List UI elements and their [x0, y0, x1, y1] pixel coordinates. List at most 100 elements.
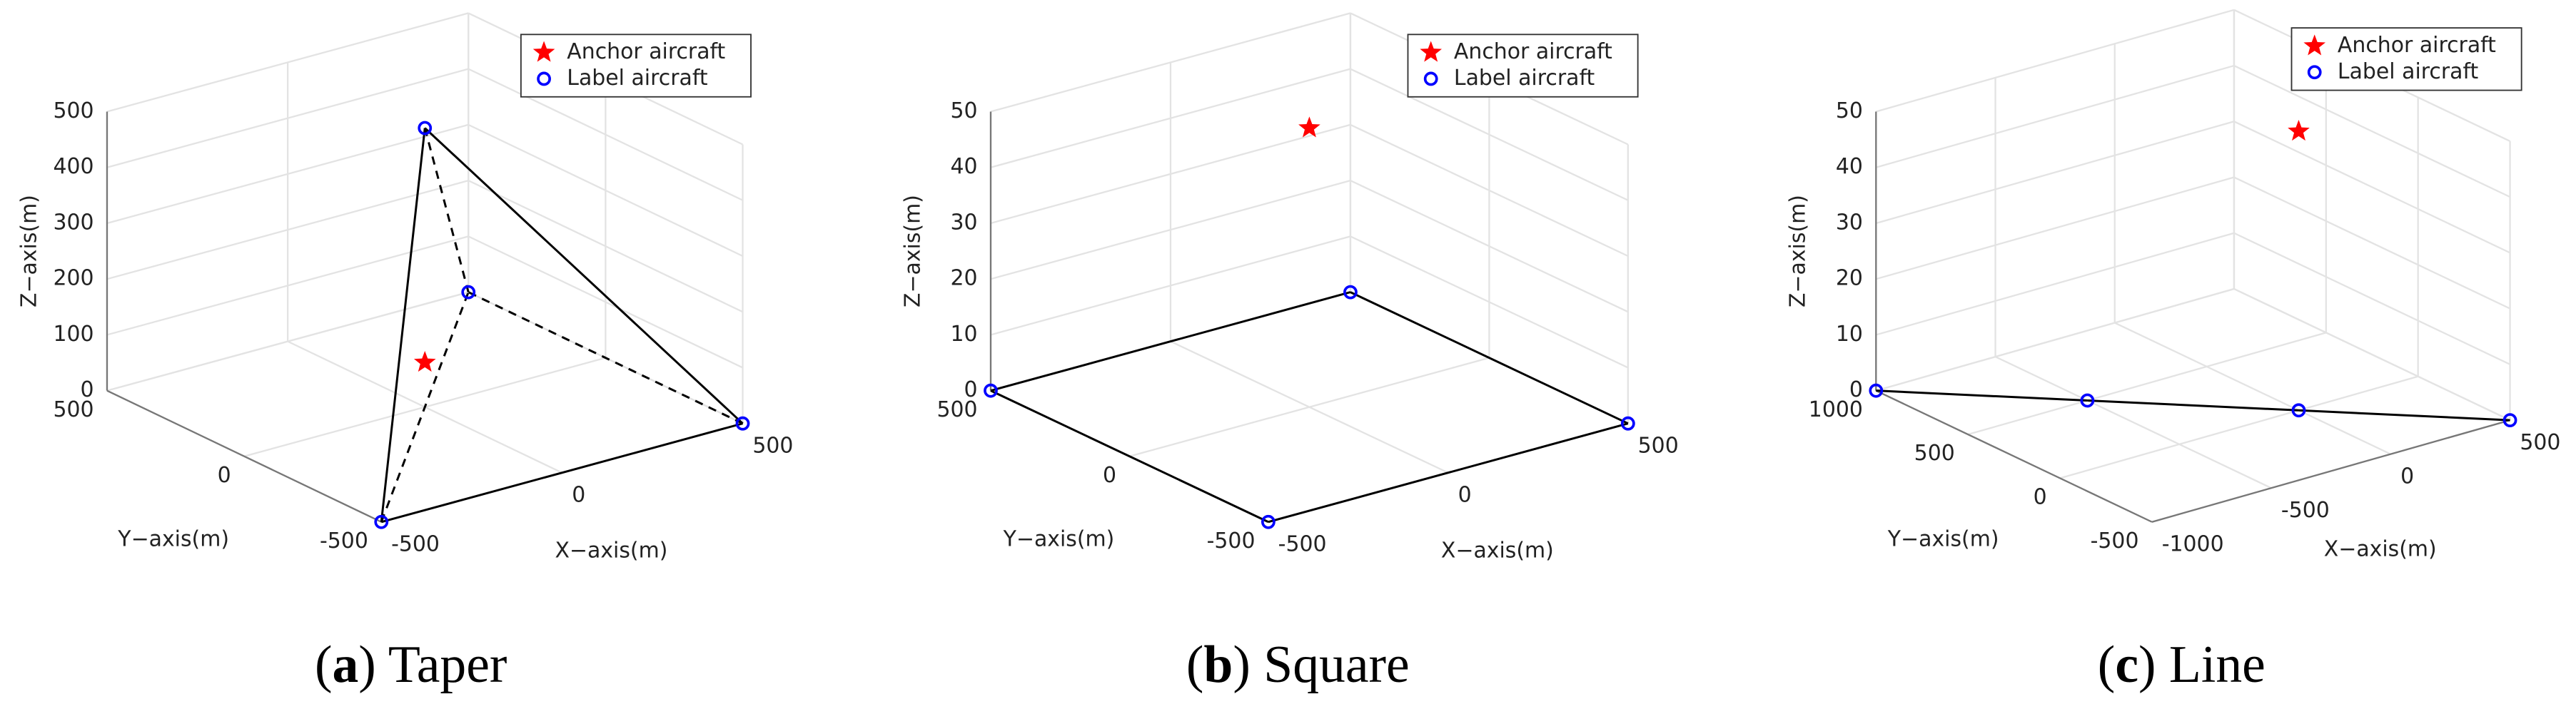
edge — [380, 292, 470, 523]
z-axis-label: Z−axis(m) — [900, 195, 925, 307]
caption-part: b — [1203, 635, 1233, 693]
grid-line — [1967, 332, 2327, 436]
grid-line — [1875, 9, 2235, 113]
edge — [424, 127, 744, 424]
caption-part: ) Taper — [358, 635, 507, 693]
circle-marker — [2291, 403, 2306, 418]
edge — [2087, 399, 2299, 412]
z-tick-label: 300 — [53, 210, 94, 235]
x-axis — [2151, 419, 2510, 523]
z-tick-label: 0 — [81, 377, 94, 402]
circle-marker — [2307, 65, 2322, 80]
star-marker — [532, 41, 555, 62]
grid-line — [2233, 176, 2511, 310]
star-marker — [1420, 41, 1443, 62]
circle-marker — [1869, 383, 1884, 398]
circle-marker — [461, 285, 476, 300]
circle-marker — [418, 121, 433, 136]
x-tick-label: -1000 — [2162, 531, 2224, 556]
edge — [1876, 389, 2088, 402]
grid-line — [468, 68, 744, 201]
caption-part: ) Square — [1233, 635, 1409, 693]
grid-line — [468, 123, 744, 257]
circle-marker — [2080, 393, 2095, 408]
z-tick-label: 100 — [53, 322, 94, 347]
y-tick-label: 0 — [218, 463, 231, 488]
grid-line — [2233, 121, 2511, 254]
grid-line — [1129, 357, 1490, 457]
z-tick-label: 50 — [951, 98, 978, 123]
z-tick-label: 40 — [1836, 154, 1863, 179]
legend-box — [2290, 27, 2522, 91]
grid-line — [106, 291, 469, 392]
star-marker — [2303, 34, 2326, 56]
caption: (a) Taper — [315, 635, 507, 693]
legend-label: Label aircraft — [567, 66, 708, 91]
circle-marker — [984, 383, 998, 398]
grid-line — [1875, 232, 2235, 336]
circle-marker — [2502, 413, 2517, 427]
legend-label: Label aircraft — [1454, 66, 1595, 91]
x-tick-label: 0 — [1458, 482, 1472, 507]
edge — [1268, 422, 1629, 524]
grid-line — [106, 68, 469, 168]
grid-line — [2059, 375, 2419, 479]
z-tick-label: 50 — [1836, 98, 1863, 123]
circle-marker — [735, 416, 750, 431]
z-tick-label: 0 — [964, 377, 978, 402]
z-tick-label: 40 — [951, 154, 978, 179]
caption-part: ( — [2098, 635, 2116, 693]
y-axis — [1875, 389, 2153, 523]
x-tick-label: -500 — [1278, 531, 1327, 556]
grid-line — [1350, 68, 1629, 201]
legend-label: Anchor aircraft — [567, 39, 725, 64]
caption: (b) Square — [1186, 635, 1410, 693]
caption-part: ( — [1186, 635, 1204, 693]
edge — [380, 128, 426, 522]
circle-marker — [1620, 416, 1635, 431]
y-tick-label: -500 — [2091, 529, 2139, 554]
y-axis — [106, 389, 382, 523]
edge — [380, 422, 743, 524]
grid-line — [1350, 235, 1629, 369]
z-tick-label: 0 — [1849, 377, 1863, 402]
x-tick-label: 500 — [1638, 433, 1679, 458]
star-marker — [1298, 116, 1320, 138]
legend-box — [1407, 34, 1639, 98]
edge — [423, 128, 470, 292]
y-tick-label: 500 — [1914, 441, 1955, 466]
grid-line — [468, 180, 744, 313]
circle-marker — [374, 514, 389, 529]
x-tick-label: -500 — [2281, 498, 2330, 523]
z-tick-label: 10 — [951, 322, 978, 347]
y-tick-label: -500 — [1207, 529, 1256, 554]
grid-line — [990, 12, 1351, 113]
caption-part: ( — [315, 635, 333, 693]
x-tick-label: 0 — [572, 482, 585, 507]
grid-line — [468, 235, 744, 369]
edge — [990, 389, 1269, 524]
grid-line — [990, 123, 1351, 225]
grid-line — [1875, 64, 2235, 168]
grid-line — [106, 180, 469, 280]
z-tick-label: 500 — [53, 98, 94, 123]
x-tick-label: 500 — [752, 433, 793, 458]
circle-marker — [537, 71, 551, 86]
circle-marker — [1343, 285, 1358, 300]
grid-line — [1995, 356, 2272, 489]
y-axis-label: Y−axis(m) — [1887, 527, 1999, 552]
edge — [2298, 409, 2510, 422]
z-axis-label: Z−axis(m) — [1786, 195, 1811, 307]
y-axis-label: Y−axis(m) — [117, 527, 229, 552]
y-tick-label: -500 — [320, 529, 368, 554]
legend-label: Anchor aircraft — [2338, 33, 2496, 58]
z-tick-label: 20 — [951, 266, 978, 291]
z-tick-label: 20 — [1836, 266, 1863, 291]
circle-marker — [1261, 514, 1276, 529]
z-tick-label: 200 — [53, 266, 94, 291]
caption-part: c — [2115, 635, 2138, 693]
grid-line — [990, 235, 1351, 336]
grid-line — [106, 123, 469, 225]
x-axis-label: X−axis(m) — [1441, 539, 1554, 563]
